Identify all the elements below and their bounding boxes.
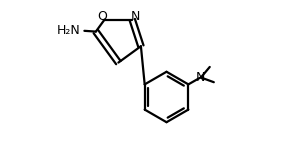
Text: N: N (130, 11, 140, 23)
Text: N: N (196, 71, 206, 84)
Text: O: O (97, 11, 107, 23)
Text: H₂N: H₂N (57, 24, 81, 37)
